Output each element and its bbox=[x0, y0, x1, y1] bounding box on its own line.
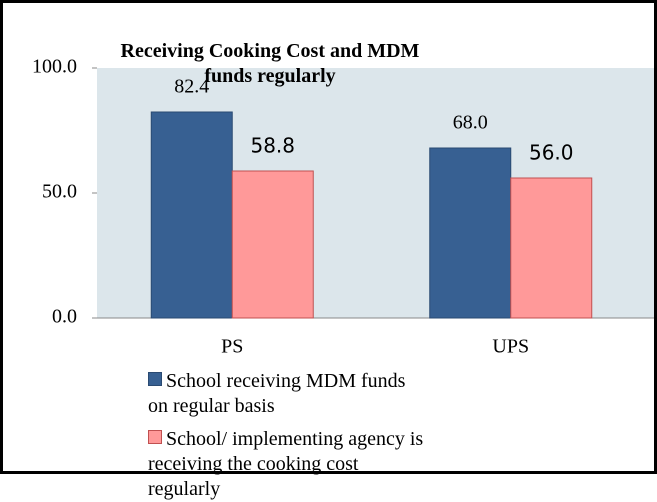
chart-title: Receiving Cooking Cost and MDM funds reg… bbox=[120, 40, 420, 87]
legend-swatch bbox=[148, 430, 162, 444]
legend-label: School receiving MDM funds on regular ba… bbox=[148, 370, 406, 417]
y-tick-label: 50.0 bbox=[42, 181, 77, 203]
plot: 0.0 50.0 100.0 PS 82.4 58.8 UPS 68.0 56.0 bbox=[32, 56, 654, 358]
legend-entry: School/ implementing agency is receiving… bbox=[148, 427, 428, 502]
legend-label: School/ implementing agency is receiving… bbox=[148, 428, 424, 500]
data-label: 68.0 bbox=[453, 112, 488, 134]
legend-swatch bbox=[148, 372, 162, 386]
data-label: 82.4 bbox=[174, 76, 209, 98]
y-tick-label: 100.0 bbox=[32, 56, 77, 78]
bar bbox=[429, 147, 512, 319]
data-label: 58.8 bbox=[250, 134, 295, 158]
bar bbox=[150, 111, 233, 319]
x-tick-label: PS bbox=[221, 336, 243, 358]
y-tick-label: 0.0 bbox=[52, 306, 77, 328]
data-label: 56.0 bbox=[529, 141, 574, 165]
bar bbox=[231, 170, 314, 319]
bar bbox=[510, 177, 593, 319]
legend-entry: School receiving MDM funds on regular ba… bbox=[148, 369, 428, 419]
x-tick-label: UPS bbox=[492, 336, 529, 358]
